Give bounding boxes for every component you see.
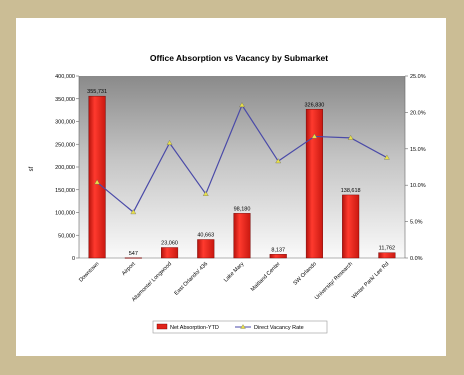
- bar: [88, 95, 106, 259]
- y2-tick-label: 10.0%: [410, 183, 426, 189]
- x-tick-label: University/ Research: [314, 261, 354, 301]
- legend-bar-label: Net Absorption-YTD: [170, 325, 219, 331]
- chart-card: Office Absorption vs Vacancy by Submarke…: [16, 18, 446, 356]
- bar: [342, 194, 360, 259]
- line-point: [347, 134, 354, 140]
- line-point: [384, 154, 390, 160]
- line-point: [275, 158, 282, 164]
- x-tick-label: Lake Mary: [223, 261, 246, 284]
- y-tick-label: 250,000: [55, 142, 75, 148]
- line-point: [202, 191, 209, 196]
- bar: [269, 254, 287, 259]
- legend-bar-swatch: [156, 323, 168, 330]
- y-tick-label: 400,000: [55, 74, 75, 80]
- chart-title: Office Absorption vs Vacancy by Submarke…: [150, 53, 328, 63]
- bar-data-label: 98,180: [234, 206, 251, 212]
- y-axis-label: sf: [29, 166, 35, 171]
- x-tick-label: Airport: [121, 261, 137, 277]
- bar-data-label: 547: [129, 251, 138, 257]
- line-point: [239, 102, 245, 108]
- legend: Net Absorption-YTD Direct Vacancy Rate: [152, 320, 328, 334]
- bar: [161, 247, 179, 259]
- bar: [124, 257, 142, 259]
- y-tick-label: 350,000: [55, 97, 75, 103]
- x-tick-label: Winter Park/ Lee Rd: [351, 261, 390, 300]
- x-tick-label: Downtown: [78, 261, 100, 283]
- line-point: [166, 140, 173, 145]
- y2-tick-label: 5.0%: [410, 220, 423, 226]
- y2-tick-label: 15.0%: [410, 147, 426, 153]
- bar-data-label: 138,618: [341, 188, 361, 194]
- x-tick-label: Maitland Center: [250, 261, 282, 293]
- bar-data-label: 40,663: [197, 232, 214, 238]
- bar-data-label: 11,762: [379, 246, 395, 252]
- y-tick-label: 0: [72, 256, 75, 262]
- y2-tick-label: 25.0%: [410, 74, 426, 80]
- line-point: [311, 133, 318, 139]
- bar-data-label: 355,731: [87, 89, 107, 95]
- bar: [378, 252, 396, 259]
- y-tick-label: 50,000: [58, 233, 75, 239]
- y-axis-left: 0 50,000 100,000 150,000 200,000 250,000 300,0…: [55, 74, 405, 262]
- y2-tick-label: 20.0%: [410, 110, 426, 116]
- legend-line-marker: [240, 324, 246, 329]
- x-tick-label: East Orlando/ 436: [174, 261, 210, 297]
- legend-line-label: Direct Vacancy Rate: [254, 325, 304, 331]
- y2-tick-label: 0.0%: [410, 256, 423, 262]
- line-point: [130, 209, 137, 215]
- bar: [233, 213, 251, 259]
- bar: [197, 239, 215, 259]
- bar-series: [88, 95, 396, 259]
- bar-data-label: 326,830: [304, 102, 324, 108]
- bar-data-label: 8,137: [271, 247, 285, 253]
- y-tick-label: 200,000: [55, 165, 75, 171]
- y-tick-label: 100,000: [55, 211, 75, 217]
- bar-data-labels: 355,731 547 23,060 40,663 98,180 8,137 326,830…: [87, 89, 395, 257]
- y-axis-right: 0.0% 5.0% 10.0% 15.0% 20.0% 25.0%: [404, 74, 426, 262]
- line-series: [94, 102, 390, 215]
- y-tick-label: 300,000: [55, 120, 75, 126]
- x-tick-label: SW Orlando: [292, 261, 317, 286]
- bar-data-label: 23,060: [161, 241, 178, 247]
- x-tick-label: Altamonte/ Longwood: [131, 261, 173, 303]
- office-chart: Office Absorption vs Vacancy by Submarke…: [29, 53, 426, 334]
- bar: [305, 109, 323, 259]
- line-point: [94, 179, 100, 185]
- y-tick-label: 150,000: [55, 188, 75, 194]
